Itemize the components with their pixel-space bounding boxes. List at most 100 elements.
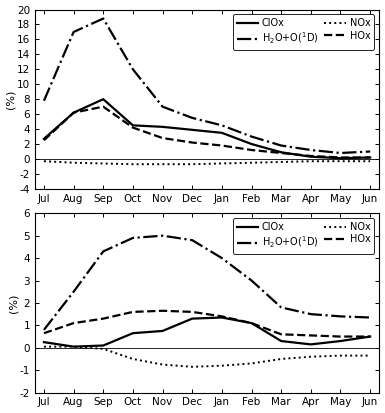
NOx (190, 162, 194, 167)
HOx (308, 333, 313, 338)
H$_2$O+O($^1$D) (279, 143, 283, 148)
Line: NOx: NOx (44, 347, 370, 367)
HOx (42, 331, 46, 336)
H$_2$O+O($^1$D) (249, 134, 254, 139)
ClOx (249, 320, 254, 325)
Line: NOx: NOx (44, 161, 370, 164)
HOx (71, 110, 76, 115)
H$_2$O+O($^1$D) (42, 328, 46, 332)
NOx (42, 159, 46, 164)
ClOx (368, 155, 372, 160)
HOx (279, 150, 283, 155)
ClOx (249, 142, 254, 147)
H$_2$O+O($^1$D) (42, 98, 46, 103)
H$_2$O+O($^1$D) (308, 312, 313, 317)
Y-axis label: (%): (%) (5, 90, 15, 109)
NOx (279, 356, 283, 361)
NOx (338, 159, 343, 164)
ClOx (101, 343, 105, 348)
NOx (101, 347, 105, 351)
H$_2$O+O($^1$D) (160, 104, 165, 109)
NOx (338, 353, 343, 358)
ClOx (160, 124, 165, 129)
NOx (219, 363, 224, 368)
H$_2$O+O($^1$D) (279, 305, 283, 310)
H$_2$O+O($^1$D) (71, 289, 76, 294)
H$_2$O+O($^1$D) (101, 249, 105, 254)
ClOx (42, 339, 46, 344)
HOx (160, 135, 165, 140)
ClOx (101, 97, 105, 102)
HOx (279, 332, 283, 337)
H$_2$O+O($^1$D) (190, 238, 194, 243)
Y-axis label: (%): (%) (8, 293, 18, 313)
ClOx (308, 342, 313, 347)
NOx (42, 344, 46, 349)
NOx (308, 354, 313, 359)
H$_2$O+O($^1$D) (131, 235, 135, 240)
ClOx (42, 136, 46, 141)
HOx (42, 138, 46, 143)
NOx (71, 160, 76, 165)
H$_2$O+O($^1$D) (71, 29, 76, 34)
NOx (249, 361, 254, 366)
HOx (368, 155, 372, 160)
HOx (338, 155, 343, 160)
NOx (219, 161, 224, 166)
NOx (279, 159, 283, 164)
NOx (71, 344, 76, 349)
ClOx (71, 344, 76, 349)
NOx (160, 362, 165, 367)
HOx (160, 308, 165, 313)
H$_2$O+O($^1$D) (190, 115, 194, 120)
HOx (308, 154, 313, 159)
ClOx (131, 331, 135, 336)
NOx (368, 159, 372, 164)
Line: ClOx: ClOx (44, 318, 370, 347)
HOx (101, 104, 105, 109)
NOx (131, 162, 135, 167)
Line: H$_2$O+O($^1$D): H$_2$O+O($^1$D) (44, 19, 370, 153)
HOx (190, 309, 194, 314)
HOx (101, 316, 105, 321)
ClOx (279, 339, 283, 344)
HOx (249, 147, 254, 152)
ClOx (308, 154, 313, 159)
ClOx (279, 150, 283, 155)
Legend: ClOx, H$_2$O+O($^1$D), NOx, HOx: ClOx, H$_2$O+O($^1$D), NOx, HOx (233, 14, 374, 50)
H$_2$O+O($^1$D) (249, 278, 254, 283)
Line: ClOx: ClOx (44, 99, 370, 158)
NOx (368, 353, 372, 358)
HOx (249, 320, 254, 325)
HOx (131, 125, 135, 130)
Legend: ClOx, H$_2$O+O($^1$D), NOx, HOx: ClOx, H$_2$O+O($^1$D), NOx, HOx (233, 218, 374, 254)
H$_2$O+O($^1$D) (160, 233, 165, 238)
H$_2$O+O($^1$D) (219, 256, 224, 261)
ClOx (131, 123, 135, 128)
H$_2$O+O($^1$D) (308, 147, 313, 152)
NOx (308, 159, 313, 164)
ClOx (338, 156, 343, 161)
H$_2$O+O($^1$D) (131, 67, 135, 72)
NOx (190, 364, 194, 369)
ClOx (190, 127, 194, 132)
NOx (249, 160, 254, 165)
NOx (160, 162, 165, 167)
ClOx (219, 315, 224, 320)
ClOx (368, 334, 372, 339)
ClOx (160, 328, 165, 333)
NOx (101, 161, 105, 166)
NOx (131, 356, 135, 361)
H$_2$O+O($^1$D) (368, 315, 372, 320)
Line: H$_2$O+O($^1$D): H$_2$O+O($^1$D) (44, 236, 370, 330)
H$_2$O+O($^1$D) (368, 149, 372, 154)
HOx (368, 334, 372, 339)
Line: HOx: HOx (44, 107, 370, 157)
ClOx (338, 339, 343, 344)
HOx (219, 143, 224, 148)
ClOx (219, 131, 224, 135)
Line: HOx: HOx (44, 311, 370, 337)
ClOx (71, 110, 76, 115)
H$_2$O+O($^1$D) (338, 150, 343, 155)
HOx (71, 320, 76, 325)
